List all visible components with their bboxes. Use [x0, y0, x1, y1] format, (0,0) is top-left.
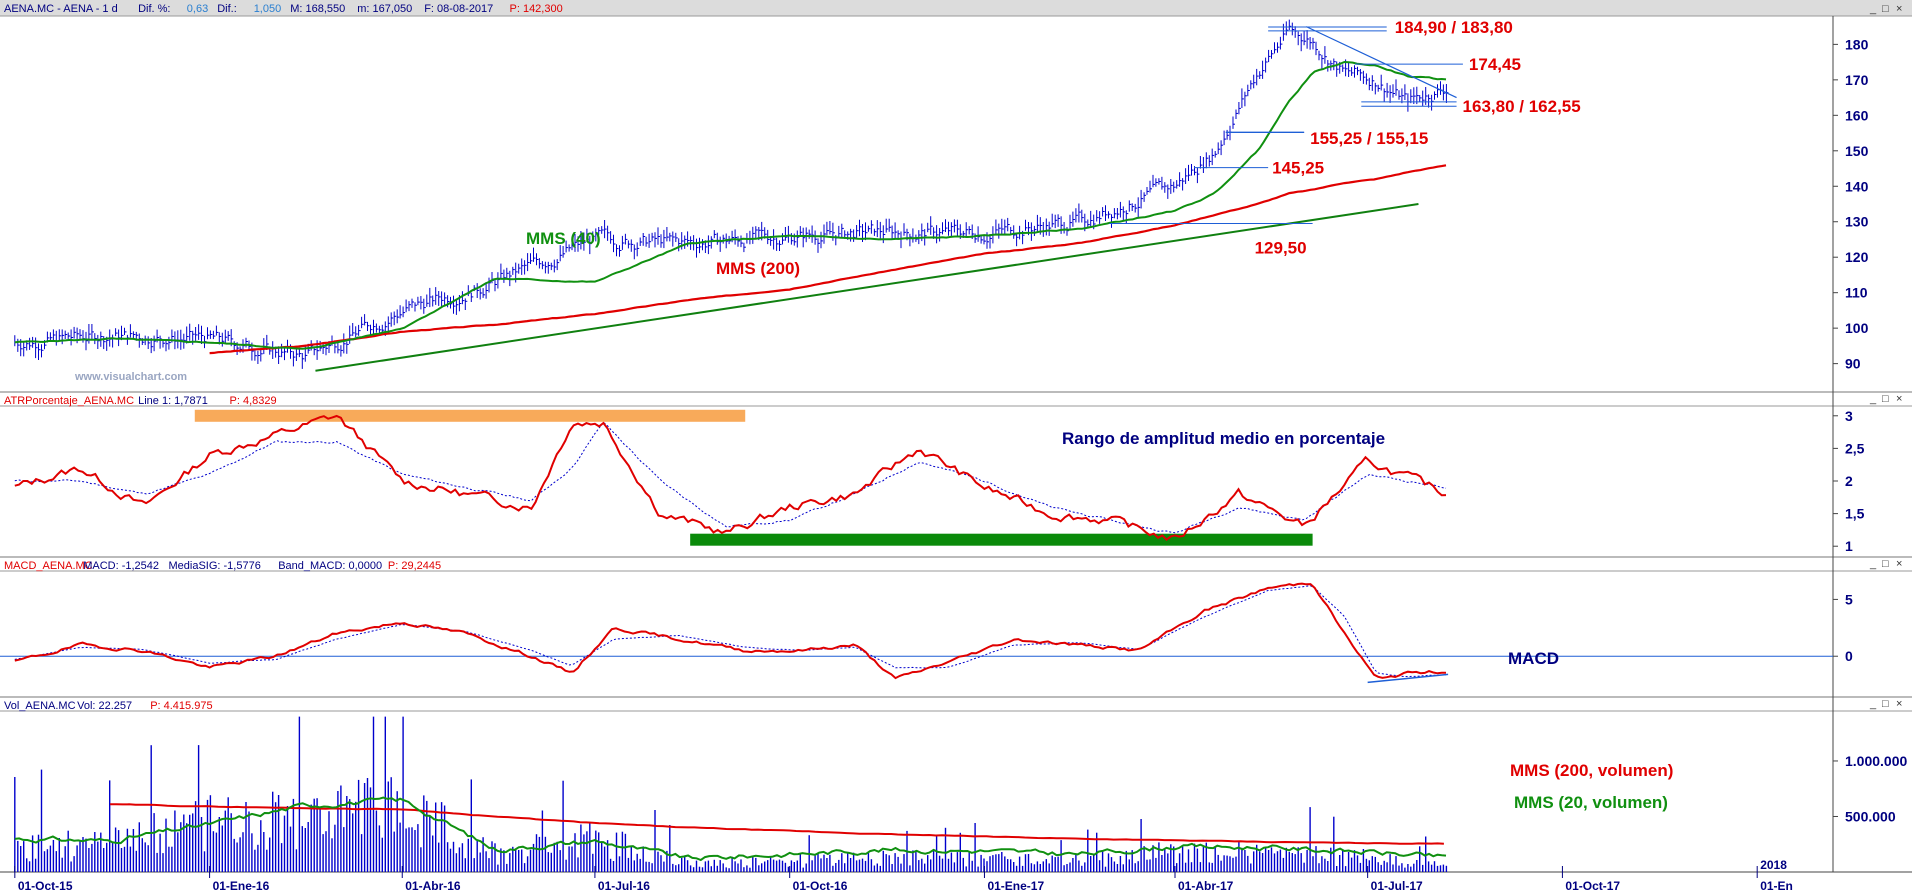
x-tick-label: 01-Jul-16 [598, 879, 650, 892]
panel-header-bar [0, 557, 1912, 571]
x-tick-label: 01-En [1760, 879, 1793, 892]
atr-annotation: Rango de amplitud medio en porcentaje [1062, 429, 1385, 448]
x-tick-label: 01-Jul-17 [1371, 879, 1423, 892]
macd-header-title: MACD_AENA.MC [4, 560, 93, 572]
y-tick-label: 2,5 [1845, 440, 1865, 456]
x-tick-label: 01-Ene-16 [213, 879, 270, 892]
price-header-p: P: 142,300 [510, 3, 563, 15]
price-header-min: m: 167,050 [357, 3, 412, 15]
ma40-line [14, 60, 1447, 350]
y-tick-label: 150 [1845, 143, 1869, 159]
panel-volume [0, 711, 1912, 872]
y-tick-label: 100 [1845, 320, 1869, 336]
atr-header-p: P: 4,8329 [230, 395, 277, 407]
volume-bars [14, 716, 1448, 872]
y-tick-label: 180 [1845, 36, 1869, 52]
minimize-icon[interactable]: _ [1869, 3, 1877, 15]
level-label: 174,45 [1469, 55, 1521, 74]
volume-header-vol: Vol: 22.257 [77, 700, 132, 712]
level-label: 163,80 / 162,55 [1463, 97, 1581, 116]
watermark: www.visualchart.com [74, 371, 187, 383]
price-header-dif-label: Dif.: [217, 3, 237, 15]
macd-trendline [1367, 673, 1449, 684]
macd-signal-line [14, 585, 1446, 678]
atr-main-line [14, 414, 1447, 542]
x-tick-label: 01-Ene-17 [987, 879, 1044, 892]
x-tick-label: 01-Abr-16 [405, 879, 461, 892]
macd-annotation: MACD [1508, 649, 1559, 668]
atr-band-high [194, 409, 746, 422]
x-tick-label: 01-Oct-15 [18, 879, 73, 892]
x-tick-label: 01-Abr-17 [1178, 879, 1234, 892]
minimize-icon[interactable]: _ [1869, 558, 1877, 570]
volume-header-title: Vol_AENA.MC [4, 700, 76, 712]
macd-main-line [14, 582, 1447, 680]
volume-header-p: P: 4.415.975 [150, 700, 212, 712]
minimize-icon[interactable]: _ [1869, 698, 1877, 710]
level-label: 145,25 [1272, 159, 1324, 178]
price-header-difpct-value: 0,63 [187, 3, 208, 15]
y-tick-label: 2 [1845, 473, 1853, 489]
y-tick-label: 1.000.000 [1845, 753, 1907, 769]
atr-band-low [690, 533, 1313, 546]
y-tick-label: 120 [1845, 249, 1869, 265]
close-icon[interactable]: × [1896, 3, 1902, 15]
maximize-icon[interactable]: □ [1882, 3, 1889, 15]
panel-header-bar [0, 697, 1912, 711]
panel-atr [0, 406, 1912, 556]
y-tick-label: 500.000 [1845, 808, 1896, 824]
panel-macd [0, 571, 1912, 696]
maximize-icon[interactable]: □ [1882, 393, 1889, 405]
close-icon[interactable]: × [1896, 393, 1902, 405]
trendline-support [315, 203, 1419, 372]
level-label: 184,90 / 183,80 [1395, 18, 1513, 37]
x-tick-label: 01-Oct-16 [793, 879, 848, 892]
y-tick-label: 130 [1845, 214, 1869, 230]
level-label: 155,25 / 155,15 [1310, 129, 1428, 148]
y-tick-label: 90 [1845, 356, 1861, 372]
price-header-max: M: 168,550 [290, 3, 345, 15]
y-tick-label: 170 [1845, 72, 1869, 88]
close-icon[interactable]: × [1896, 558, 1902, 570]
close-icon[interactable]: × [1896, 698, 1902, 710]
y-tick-label: 0 [1845, 648, 1853, 664]
ma40-annotation: MMS (40) [526, 229, 601, 248]
price-header-difpct-label: Dif. %: [138, 3, 170, 15]
atr-header-title: ATRPorcentaje_AENA.MC [4, 395, 134, 407]
ma200-annotation: MMS (200) [716, 259, 800, 278]
y-tick-label: 160 [1845, 107, 1869, 123]
panel-header-bar [0, 392, 1912, 406]
panel-header-bar [0, 0, 1912, 16]
macd-header-band: Band_MACD: 0,0000 [278, 560, 382, 572]
level-label: 129,50 [1255, 239, 1307, 258]
y-tick-label: 5 [1845, 591, 1853, 607]
macd-header-signal: MediaSIG: -1,5776 [169, 560, 261, 572]
macd-header-macd: MACD: -1,2542 [83, 560, 159, 572]
macd-header-p: P: 29,2445 [388, 560, 441, 572]
vol-ma20-annotation: MMS (20, volumen) [1514, 793, 1668, 812]
price-bars [14, 19, 1449, 369]
atr-signal-line [14, 421, 1447, 534]
vol-ma200-annotation: MMS (200, volumen) [1510, 761, 1673, 780]
y-tick-label: 110 [1845, 285, 1868, 301]
maximize-icon[interactable]: □ [1882, 558, 1889, 570]
x-tick-label: 01-Oct-17 [1565, 879, 1620, 892]
minimize-icon[interactable]: _ [1869, 393, 1877, 405]
vol-ma20-line [14, 796, 1447, 862]
trendline-resistance [1305, 26, 1457, 99]
price-header-date: F: 08-08-2017 [424, 3, 493, 15]
maximize-icon[interactable]: □ [1882, 698, 1889, 710]
price-header-dif-value: 1,050 [254, 3, 282, 15]
atr-header-line1: Line 1: 1,7871 [138, 395, 208, 407]
y-tick-label: 3 [1845, 408, 1853, 424]
y-tick-label: 140 [1845, 178, 1869, 194]
year-marker: 2018 [1760, 858, 1787, 872]
price-header-title: AENA.MC - AENA - 1 d [4, 3, 118, 15]
panel-price [0, 16, 1912, 392]
y-tick-label: 1,5 [1845, 506, 1865, 522]
ma200-line [209, 164, 1447, 355]
y-tick-label: 1 [1845, 538, 1853, 554]
